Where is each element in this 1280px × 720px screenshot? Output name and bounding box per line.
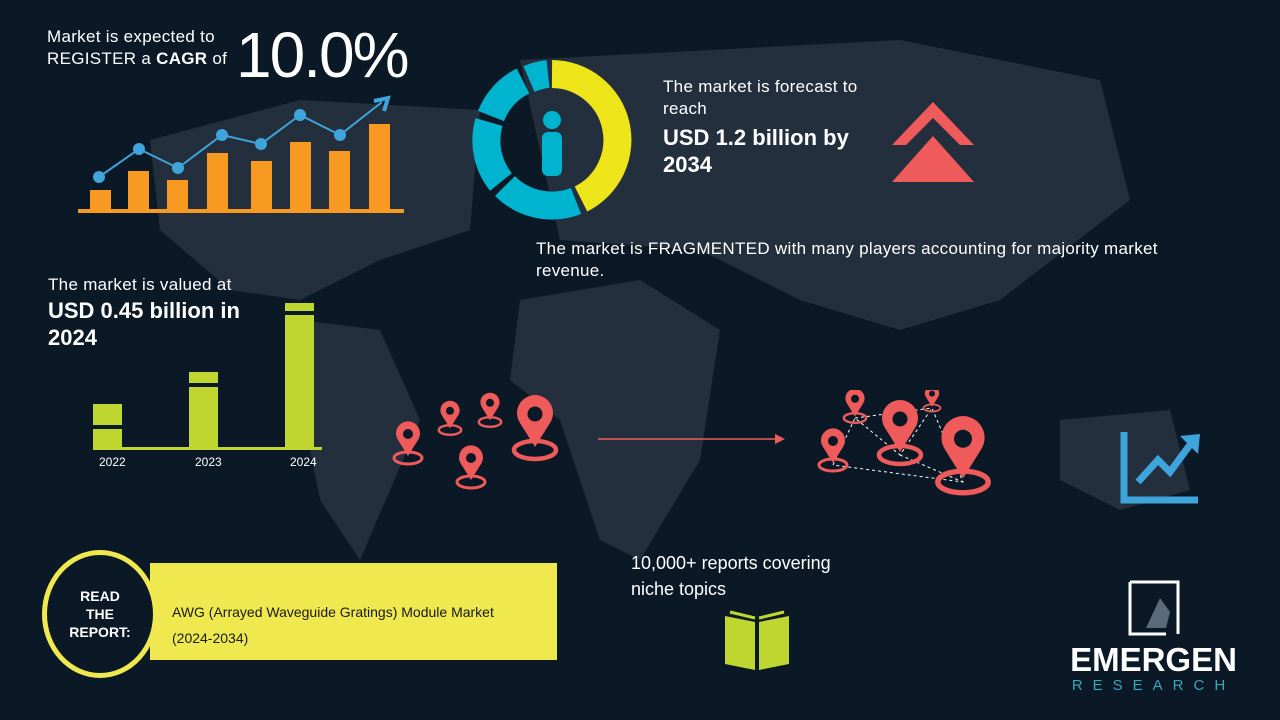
trend-up-icon bbox=[1120, 432, 1200, 504]
emergen-logo: EMERGEN RESEARCH bbox=[1066, 578, 1241, 694]
double-chevron-up-icon bbox=[892, 102, 974, 182]
donut-person-icon bbox=[472, 60, 632, 220]
year-label: 2023 bbox=[195, 455, 222, 469]
cagr-text: Market is expected to REGISTER a CAGR of bbox=[47, 27, 228, 68]
reports-text: 10,000+ reports covering niche topics bbox=[631, 553, 831, 599]
report-title-banner[interactable]: AWG (Arrayed Waveguide Gratings) Module … bbox=[150, 563, 557, 660]
map-pins-network-icon bbox=[392, 390, 1005, 505]
year-label: 2022 bbox=[99, 455, 126, 469]
forecast-value: USD 1.2 billion by 2034 bbox=[663, 125, 849, 177]
bar-2024 bbox=[285, 303, 314, 449]
logo-mark-icon bbox=[1128, 580, 1179, 636]
report-title[interactable]: AWG (Arrayed Waveguide Gratings) Module … bbox=[172, 604, 494, 646]
open-book-icon bbox=[725, 610, 789, 670]
year-bar-chart bbox=[93, 303, 322, 450]
valued-label: The market is valued at bbox=[48, 275, 232, 294]
growth-chart-icon bbox=[78, 95, 404, 213]
cagr-value: 10.0% bbox=[236, 19, 409, 91]
read-report-button[interactable]: READ THE REPORT: bbox=[42, 550, 158, 678]
fragmented-text: The market is FRAGMENTED with many playe… bbox=[536, 239, 1158, 280]
valued-value: USD 0.45 billion in 2024 bbox=[48, 298, 240, 350]
year-label: 2024 bbox=[290, 455, 317, 469]
forecast-label: The market is forecast to reach bbox=[663, 77, 858, 118]
